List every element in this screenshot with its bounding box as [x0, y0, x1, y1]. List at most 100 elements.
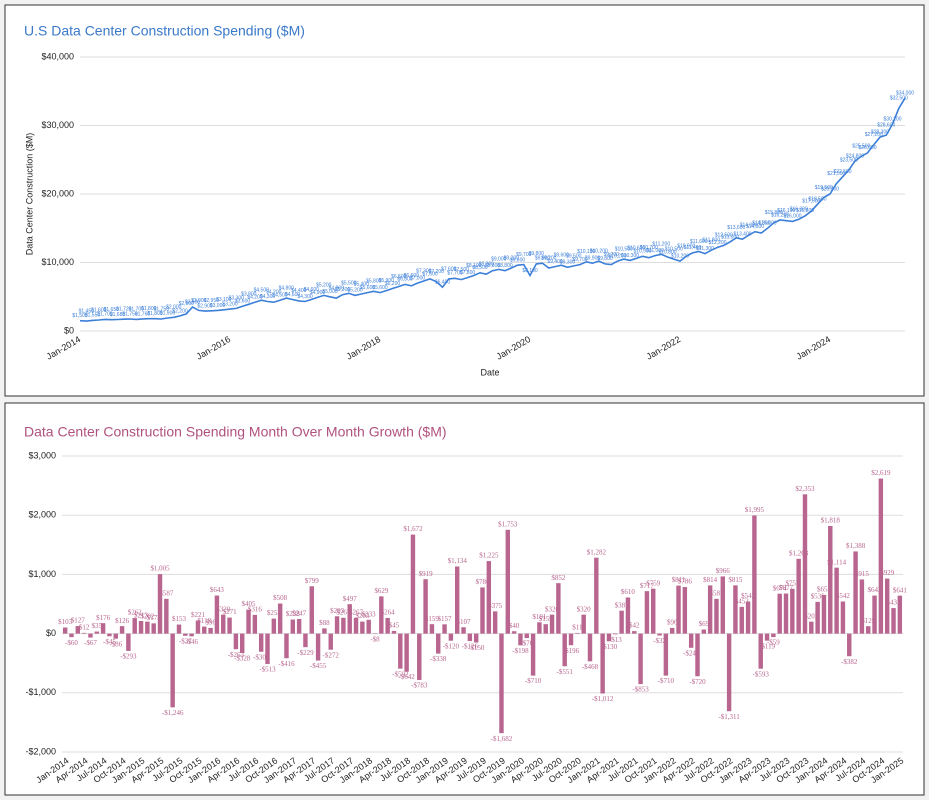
bar: [126, 633, 131, 651]
data-label: $12,200: [708, 240, 726, 246]
data-label: $815: [728, 576, 743, 584]
data-label: -$592: [392, 670, 409, 678]
data-label: $4,200: [266, 290, 282, 296]
bar: [252, 614, 258, 634]
data-label: $9,900: [535, 256, 551, 262]
data-label: $915: [855, 570, 870, 578]
data-label: $14,000: [740, 222, 758, 228]
data-label: $8,800: [497, 263, 513, 269]
bar: [410, 534, 416, 634]
data-label: $8,300: [479, 261, 495, 267]
data-label: $1,753: [498, 520, 518, 528]
line: [79, 97, 906, 322]
data-label: $497: [343, 595, 358, 603]
data-label: $1,450: [79, 308, 95, 314]
data-label: $3,600: [235, 299, 251, 305]
data-label: $19,500: [815, 185, 833, 191]
data-label: $1,388: [846, 542, 866, 550]
data-label: $13,000: [721, 234, 739, 240]
bar: [296, 618, 302, 634]
data-label: $3,000: [191, 298, 207, 304]
data-label: $7,300: [416, 268, 432, 274]
data-label: $852: [551, 574, 566, 582]
bar: [783, 593, 789, 634]
data-label: $28,600: [877, 122, 895, 128]
data-label: $1,700: [97, 312, 113, 318]
data-label: $5,500: [341, 281, 357, 287]
data-label: $387: [615, 601, 630, 609]
bar: [284, 633, 289, 659]
data-label: $2,000: [166, 305, 182, 311]
bar: [442, 624, 447, 634]
bar: [796, 558, 801, 634]
bar: [853, 551, 858, 634]
data-label: $653: [817, 586, 832, 594]
data-label: $3,500: [185, 299, 201, 305]
data-label: $786: [678, 578, 693, 586]
data-label: -$710: [658, 677, 675, 685]
bar: [701, 629, 707, 634]
data-label: -$126: [462, 643, 479, 651]
bar: [385, 617, 390, 634]
data-label: $1,800: [141, 306, 157, 312]
bar: [322, 628, 327, 634]
bar: [758, 633, 763, 669]
data-label: -$196: [563, 647, 580, 655]
data-label: $202: [140, 612, 155, 620]
data-label: -$272: [323, 651, 340, 659]
data-label: -$67: [84, 639, 97, 647]
bar: [290, 619, 296, 634]
bar: [391, 630, 397, 634]
data-label: $118: [197, 617, 211, 625]
data-label: $677: [779, 584, 794, 592]
data-label: $4,900: [310, 290, 326, 296]
data-label: -$468: [582, 663, 599, 671]
data-label: $10,900: [633, 249, 651, 255]
bar: [448, 633, 454, 641]
data-label: $7,800: [460, 270, 476, 276]
data-label: $45: [389, 622, 400, 630]
data-label: $5,300: [335, 287, 351, 293]
data-label: $8,100: [522, 268, 538, 274]
y-tick-label: $20,000: [41, 188, 74, 198]
bar: [651, 588, 656, 634]
data-label: $1,760: [135, 311, 151, 317]
bar: [815, 601, 820, 634]
bar: [790, 588, 795, 634]
panel: [4, 4, 925, 397]
data-label: $264: [381, 609, 396, 617]
bar: [809, 621, 814, 634]
bar: [258, 633, 264, 652]
bar: [625, 597, 631, 634]
data-label: $25,500: [852, 144, 870, 150]
bar: [246, 609, 251, 634]
data-label: $3,900: [241, 292, 257, 298]
data-label: $1,818: [821, 517, 841, 525]
data-label: $6,500: [391, 274, 407, 280]
data-label: -$13: [609, 636, 622, 644]
data-label: $5,600: [372, 285, 388, 291]
data-label: $7,700: [447, 271, 463, 277]
data-label: $3,000: [210, 303, 226, 309]
x-axis-label: Date: [480, 367, 499, 377]
data-label: $3,200: [222, 301, 238, 307]
data-label: -$240: [683, 649, 700, 657]
bar: [107, 633, 112, 637]
bar: [227, 617, 232, 634]
data-label: $107: [457, 618, 472, 626]
data-label: $610: [621, 588, 636, 596]
data-label: $10,100: [577, 249, 595, 255]
bar: [600, 633, 605, 694]
data-label: -$263: [228, 651, 245, 659]
data-label: $9,300: [560, 260, 576, 266]
data-label: $1,995: [745, 506, 765, 514]
data-label: $452: [735, 597, 750, 605]
data-label: $8,500: [472, 265, 488, 271]
bar: [183, 633, 188, 636]
bar: [88, 633, 93, 638]
data-label: $11,400: [684, 245, 702, 251]
y-tick-label: $3,000: [28, 450, 56, 460]
data-label: $14,500: [746, 224, 764, 230]
data-label: $9,200: [504, 255, 520, 261]
data-label: $9,700: [604, 252, 620, 258]
